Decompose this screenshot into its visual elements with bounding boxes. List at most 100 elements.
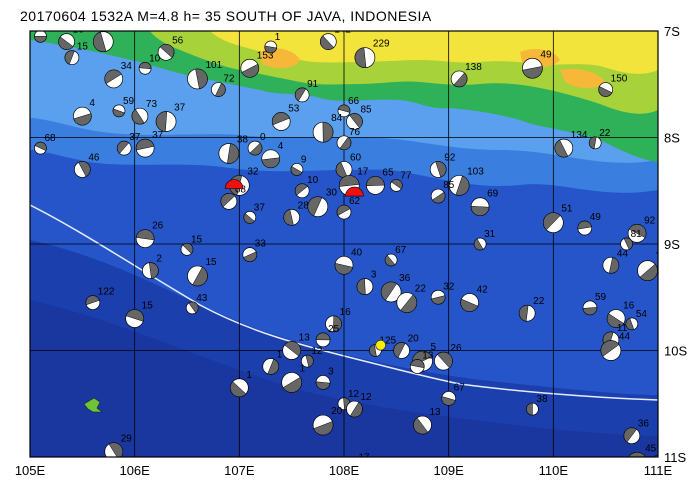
event-depth-label: 31 [484, 229, 496, 240]
beachball-compression [625, 317, 635, 331]
event-depth-label: 66 [348, 96, 360, 107]
beachball-compression [73, 113, 92, 126]
beachball-compression [305, 354, 314, 368]
focal-mechanism: 37 [135, 130, 164, 158]
event-depth-label: 36 [399, 273, 411, 284]
focal-mechanism: 44 [602, 248, 629, 274]
event-depth-label: 150 [611, 74, 628, 85]
focal-mechanism: 60 [335, 152, 362, 178]
event-depth-label: 153 [257, 50, 274, 61]
focal-mechanism: 2 [142, 254, 162, 279]
focal-mechanism: 56 [157, 35, 184, 61]
beachball-compression [241, 63, 260, 78]
focal-mechanism: 101 [187, 60, 223, 90]
focal-mechanism: 12 [301, 346, 323, 368]
focal-mechanism: 4 [261, 141, 284, 169]
focal-mechanism: 76 [336, 127, 361, 151]
focal-mechanism: 138 [450, 62, 482, 88]
focal-mechanism: 13 [282, 333, 310, 360]
event-depth-label: 49 [540, 49, 552, 60]
christmas-island [83, 397, 103, 413]
focal-mechanism: 153 [240, 50, 274, 78]
focal-mechanism: 84 [312, 113, 343, 143]
beachball-compression [230, 381, 247, 398]
event-depth-label: 0 [260, 132, 266, 143]
focal-mechanism: 1 [281, 363, 306, 393]
focal-mechanism: 69 [470, 189, 499, 217]
event-depth-label: 1 [277, 349, 283, 360]
beachball-compression [410, 359, 425, 369]
event-depth-label: 37 [174, 103, 186, 114]
beachball-compression [473, 238, 484, 251]
focal-mechanism: 15 [187, 257, 217, 287]
focal-mechanism: 81 [620, 229, 642, 251]
beachball-compression [148, 262, 159, 279]
beachball-compression [220, 193, 236, 208]
event-depth-label: 15 [142, 301, 154, 312]
event-depth-label: 4 [89, 98, 95, 109]
beachball-compression [366, 176, 385, 186]
beachball-compression [159, 44, 175, 59]
beachball-compression [393, 342, 406, 358]
beachball-compression [243, 213, 255, 224]
event-depth-label: 22 [415, 284, 427, 295]
event-depth-label: 33 [255, 239, 267, 250]
focal-mechanism: 3 [356, 270, 377, 295]
beachball-compression [431, 295, 446, 305]
focal-mechanism: 20 [312, 406, 343, 436]
event-depth-label: 32 [443, 281, 455, 292]
lon-tick-label: 107E [224, 463, 255, 478]
event-depth-label: 20 [331, 406, 343, 417]
beachball-compression [261, 157, 280, 168]
highlighted-mechanism [224, 179, 244, 189]
beachball-compression [108, 442, 123, 457]
focal-mechanism: 29 [104, 434, 132, 457]
beachball-compression [155, 111, 168, 132]
event-depth-label: 42 [477, 285, 489, 296]
lat-tick-label: 11S [664, 450, 686, 465]
lat-tick-label: 9S [664, 237, 680, 252]
beachball-compression [58, 36, 74, 50]
event-depth-label: 229 [373, 39, 390, 50]
event-depth-label: 77 [400, 170, 412, 181]
focal-mechanism: 34 [104, 61, 132, 89]
event-depth-label: 15 [191, 234, 203, 245]
focal-mechanism: 32 [430, 281, 455, 305]
event-depth-label: 72 [223, 74, 235, 85]
event-depth-label: 1 [275, 32, 281, 43]
event-depth-label: 44 [619, 332, 631, 343]
beachball-compression [606, 313, 625, 328]
focal-mechanism: 12 [346, 392, 372, 418]
beachball-compression [349, 113, 363, 129]
beachball-compression [470, 205, 490, 216]
beachball-compression [435, 161, 447, 178]
focal-mechanism: 54 [625, 309, 647, 331]
beachball-compression [315, 332, 331, 341]
focal-mechanism: 1 [264, 32, 281, 54]
focal-mechanism: 22 [518, 296, 545, 322]
beachball-compression [380, 281, 398, 301]
beachball-compression [526, 402, 533, 416]
event-depth-label: 28 [298, 200, 310, 211]
event-depth-label: 103 [467, 166, 484, 177]
focal-mechanism: 9 [290, 154, 307, 176]
beachball-compression [78, 161, 91, 177]
event-depth-label: 12 [311, 346, 323, 357]
event-depth-label: 65 [382, 167, 394, 178]
focal-mechanism: 46 [73, 152, 100, 178]
lon-tick-label: 108E [329, 463, 360, 478]
focal-mechanism: 16 [325, 307, 351, 333]
event-depth-label: 44 [617, 248, 629, 259]
beachball-compression [349, 401, 363, 418]
focal-mechanism: 62 [336, 196, 361, 220]
beachball-compression [131, 109, 145, 125]
focal-mechanism: 4 [72, 98, 95, 126]
focal-mechanism: 42 [460, 285, 489, 312]
focal-mechanism: 20 [393, 334, 419, 359]
focal-mechanism: 92 [429, 152, 456, 178]
beachball-compression [453, 72, 468, 88]
focal-mechanism: 85 [346, 105, 372, 130]
beachball-compression [337, 104, 351, 113]
event-depth-label: 84 [331, 113, 343, 124]
